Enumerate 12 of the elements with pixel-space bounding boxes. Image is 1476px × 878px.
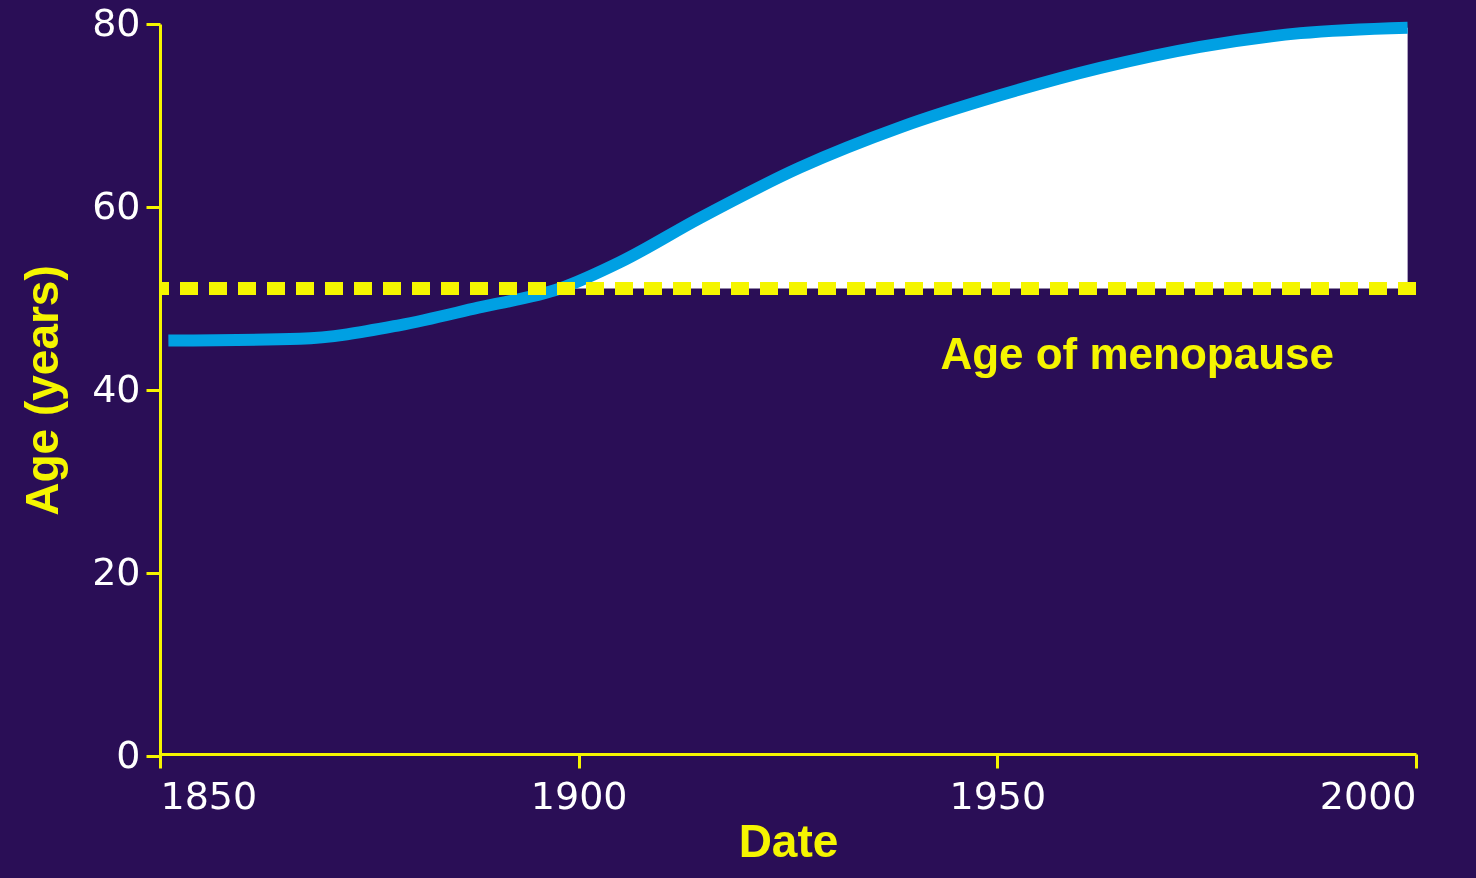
y-tick-label: 0 [116, 732, 141, 777]
x-tick-label: 1900 [530, 773, 628, 818]
y-tick-label: 20 [92, 549, 141, 594]
x-tick-label: 2000 [1319, 773, 1417, 818]
ref-line-label: Age of menopause [940, 329, 1334, 379]
y-tick-label: 80 [92, 0, 141, 45]
x-tick-label: 1850 [160, 773, 258, 818]
y-axis-title: Age (years) [16, 265, 69, 516]
x-tick-label: 1950 [949, 773, 1047, 818]
y-tick-label: 40 [92, 366, 141, 411]
y-tick-label: 60 [92, 183, 141, 228]
x-axis-title: Date [738, 814, 839, 867]
